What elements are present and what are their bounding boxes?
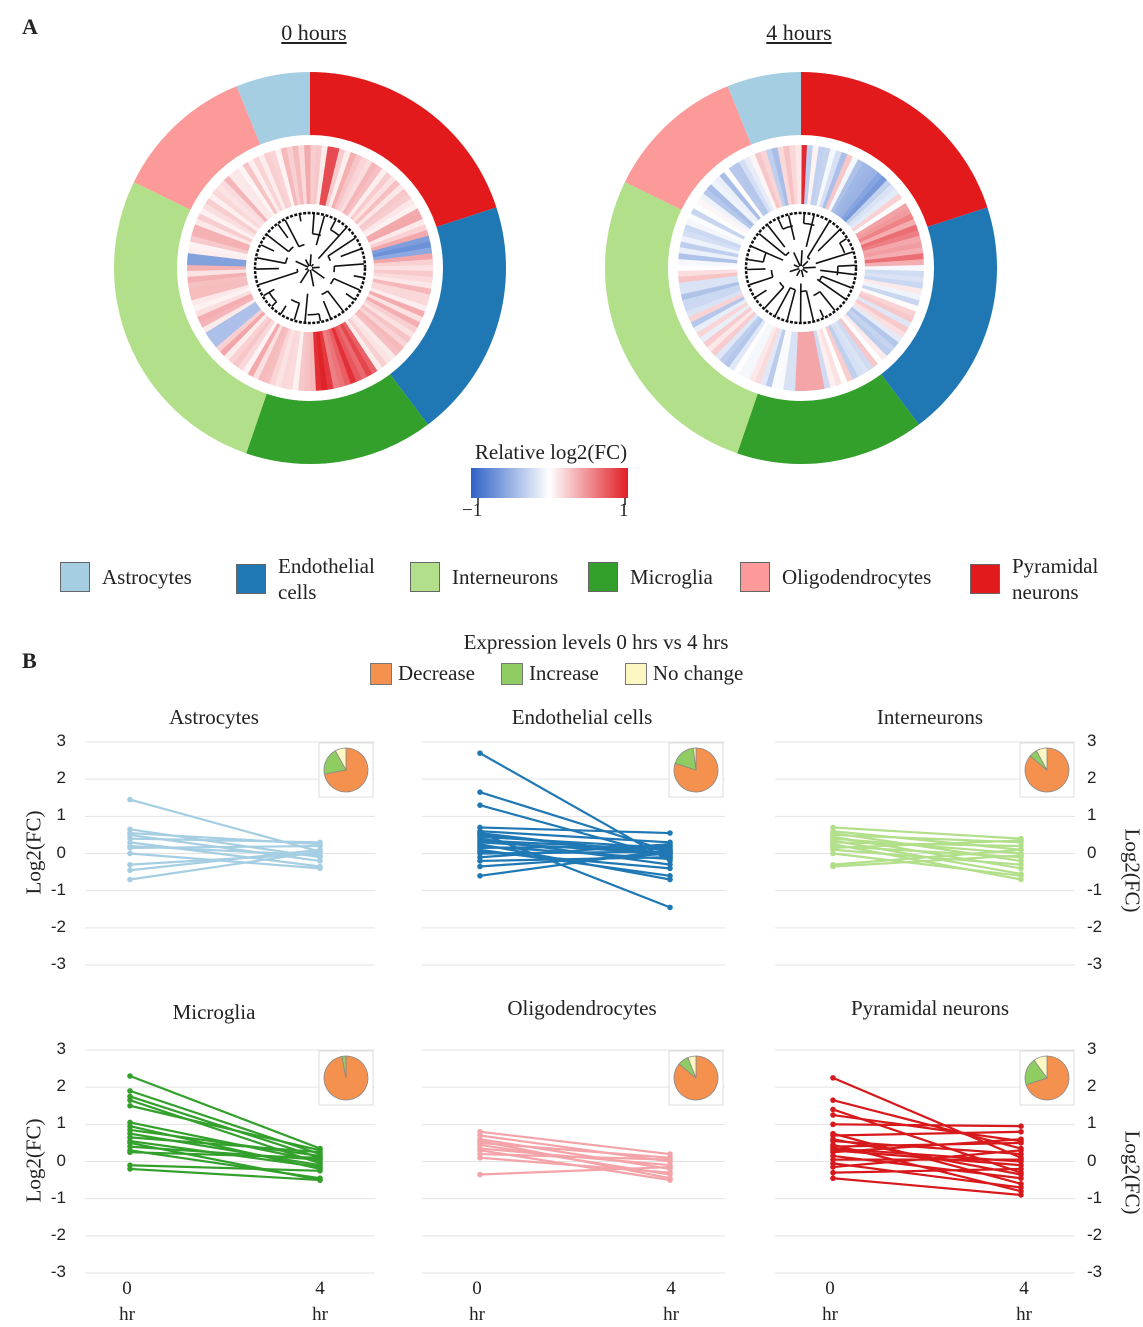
series-point [1018,1172,1024,1178]
series-point [667,1175,673,1181]
series-point [127,832,133,838]
series-point [127,867,133,873]
series-point [317,866,323,872]
series-point [830,1175,836,1181]
series-point [477,858,483,864]
series-point [830,1164,836,1170]
series-point [830,864,836,870]
series-point [667,1164,673,1170]
series-point [1018,1136,1024,1142]
series-point [477,1155,483,1161]
series-point [1018,1185,1024,1191]
series-point [477,832,483,838]
series-point [127,862,133,868]
series-point [1018,877,1024,883]
series-point [477,750,483,756]
series-point [317,1164,323,1170]
line-chart-pyramidal-neurons [775,1050,1075,1273]
series-point [127,1103,133,1109]
series-point [477,864,483,870]
series-point [667,905,673,911]
series-point [1018,853,1024,859]
series-point [667,830,673,836]
series-point [317,1155,323,1161]
series-point [830,1170,836,1176]
series-point [317,853,323,859]
series-point [127,1138,133,1144]
series-point [127,877,133,883]
series-point [1018,862,1024,868]
series-point [1018,847,1024,853]
series-point [830,1136,836,1142]
series-point [477,1172,483,1178]
series-point [127,1166,133,1172]
series-point [127,851,133,857]
series-point [1018,1123,1024,1129]
series-point [477,1138,483,1144]
series-point [477,802,483,808]
series-point [477,847,483,853]
series-point [1018,1148,1024,1154]
series-point [1018,1159,1024,1165]
series-point [667,866,673,872]
line-chart-interneurons [775,742,1075,965]
series-point [830,851,836,857]
line-chart-oligodendrocytes [422,1050,725,1273]
series-point [830,845,836,851]
series-point [127,1088,133,1094]
series-point [830,1097,836,1103]
series-point [477,789,483,795]
series-point [127,843,133,849]
series-line [833,1132,1021,1136]
series-point [830,1107,836,1113]
series-point [830,1122,836,1128]
series-point [1018,1192,1024,1198]
line-chart-microglia [85,1050,375,1273]
series-point [317,1149,323,1155]
series-point [667,1157,673,1163]
series-point [477,873,483,879]
series-line [833,1178,1021,1195]
series-point [667,851,673,857]
series-point [127,1097,133,1103]
series-point [830,1146,836,1152]
series-point [127,1073,133,1079]
series-point [830,1112,836,1118]
series-point [1018,838,1024,844]
series-point [667,1170,673,1176]
line-chart-endothelial-cells [422,742,725,965]
series-point [830,1075,836,1081]
series-point [667,873,673,879]
series-point [1018,1166,1024,1172]
series-point [667,841,673,847]
series-point [477,841,483,847]
series-point [317,858,323,864]
series-point [1018,1129,1024,1135]
series-point [127,797,133,803]
line-chart-astrocytes [85,742,375,965]
series-point [127,1149,133,1155]
series-point [317,1177,323,1183]
